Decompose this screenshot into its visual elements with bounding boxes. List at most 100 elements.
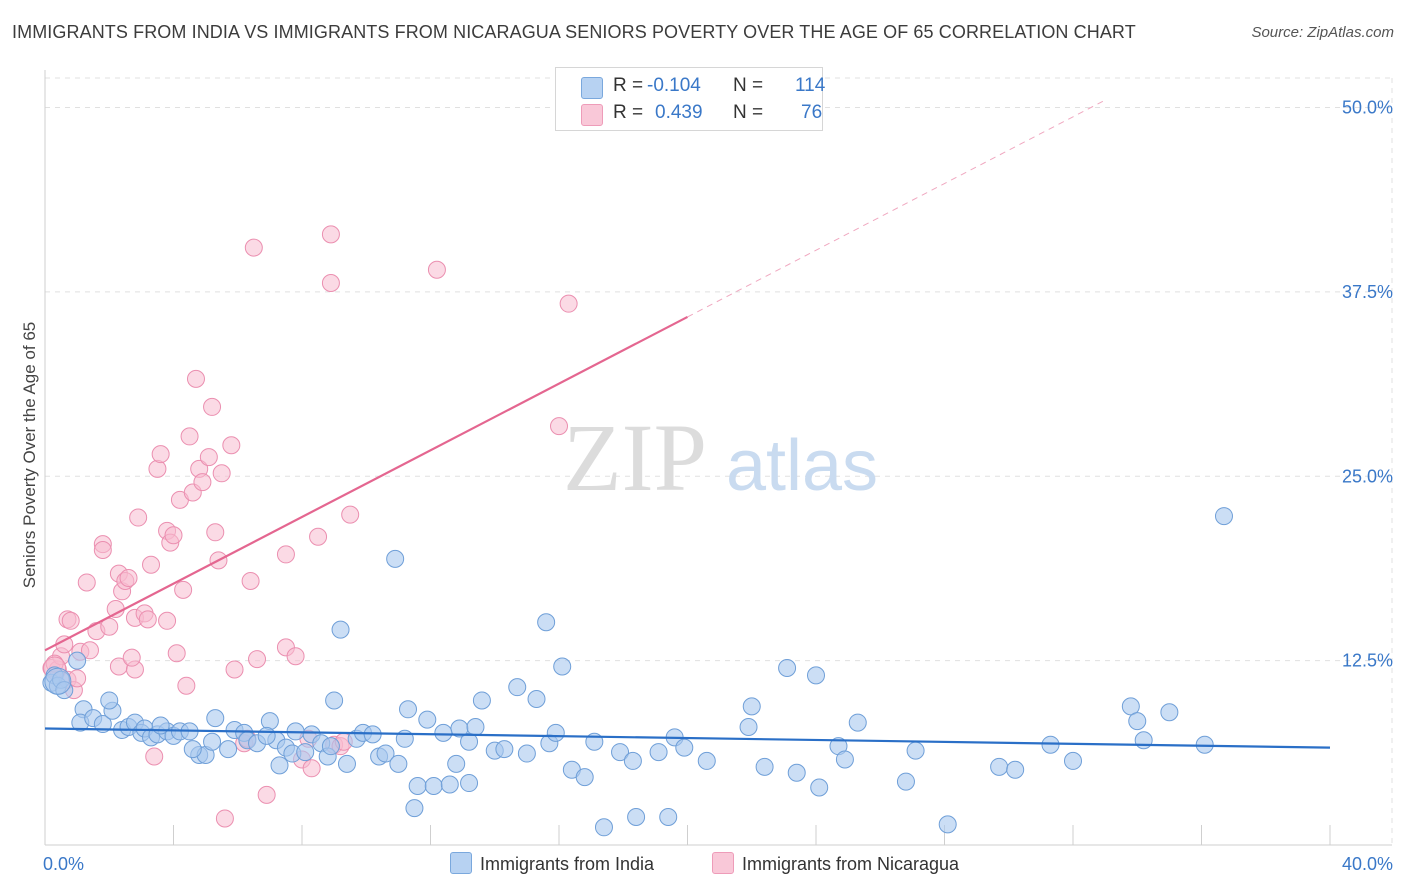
india-point [896,772,915,791]
nicaragua-point [286,647,305,666]
nicaragua-point [122,648,141,667]
y-axis-label: Seniors Poverty Over the Age of 65 [20,321,39,589]
india-point [807,666,825,685]
nicaragua-point [206,523,225,542]
nicaragua-point [321,225,340,244]
india-point [151,716,170,735]
watermark-zip: ZIP [563,404,707,511]
nicaragua-point [193,473,212,492]
trend-lines [44,99,1331,749]
bottom-india-label: Immigrants from India [480,854,655,874]
nicaragua-point [93,541,112,559]
nicaragua-point [142,555,161,574]
india-point [331,620,350,639]
bottom-legend-nicaragua: Immigrants from Nicaragua [712,852,959,875]
nicaragua-point [167,644,186,663]
nicaragua-point [321,274,340,293]
india-point [418,710,437,729]
nicaragua-r-value: 0.439 [655,102,703,123]
india-point [575,768,594,787]
india-point [787,763,806,782]
nicaragua-point [119,569,138,588]
nicaragua-point [559,294,578,313]
nicaragua-point [80,641,99,660]
nicaragua-point [302,759,321,778]
nicaragua-point [180,427,199,446]
tick-labels: 12.5% 25.0% 37.5% 50.0% 0.0% 40.0% [43,98,1393,875]
india-point [546,723,565,742]
india-point [68,651,87,670]
nicaragua-trend-extension [687,99,1106,318]
nicaragua-point [215,809,234,828]
nicaragua-trend-line [44,315,689,652]
india-point [649,743,668,762]
india-point [399,700,418,719]
bottom-legend-india: Immigrants from India [450,852,654,875]
y-tick-label: 25.0% [1342,466,1393,486]
nicaragua-point [151,445,170,464]
nicaragua-point [61,611,80,630]
india-point [337,754,356,773]
india-point [1064,751,1082,770]
bottom-nicaragua-swatch [712,852,734,874]
nicaragua-point [550,417,568,436]
nicaragua-point [341,505,360,524]
nicaragua-point [145,747,164,766]
nicaragua-point [77,573,96,592]
nicaragua-r-label: R = [613,102,644,123]
correlation-legend: R = -0.104 N = 114 R = 0.439 N = 76 [555,67,825,131]
india-point [1041,735,1060,754]
india-point [219,740,238,759]
india-swatch [581,77,603,99]
x-tick-label: 40.0% [1342,854,1393,874]
y-tick-label: 12.5% [1342,651,1393,671]
india-point [296,743,315,762]
india-point [408,777,427,795]
nicaragua-swatch [581,104,603,126]
india-point [1160,703,1179,722]
india-point [611,743,630,762]
india-point [537,613,556,632]
india-point [460,774,479,793]
grid-lines [45,77,1393,845]
india-point [1006,760,1025,779]
nicaragua-point [158,611,177,630]
nicaragua-point [225,660,244,679]
india-point [203,732,222,751]
watermark-atlas: atlas [726,426,878,506]
nicaragua-n-value: 76 [801,102,823,123]
india-point [906,741,925,760]
nicaragua-point [248,650,267,669]
india-point [742,697,761,716]
india-point [778,659,797,677]
nicaragua-point [129,508,148,527]
y-tick-label: 50.0% [1342,98,1393,118]
nicaragua-point [174,580,193,599]
india-trend-line [44,727,1331,749]
india-n-label: N = [733,75,764,96]
india-point [594,818,613,837]
axes [44,70,1392,846]
chart-title: IMMIGRANTS FROM INDIA VS IMMIGRANTS FROM… [12,22,1136,42]
india-point [659,807,678,826]
nicaragua-point [257,785,276,804]
india-point [424,777,443,795]
nicaragua-point [138,610,157,629]
nicaragua-point [244,238,263,257]
nicaragua-point [177,676,196,695]
india-point [697,751,716,770]
india-point [100,691,119,710]
nicaragua-point [276,545,295,564]
india-point [183,740,202,759]
india-point [1128,712,1147,731]
nicaragua-point [212,464,231,483]
nicaragua-point [427,260,446,279]
x-tick-label: 0.0% [43,854,84,874]
india-point [1134,731,1153,750]
india-point [466,718,485,736]
y-tick-label: 37.5% [1342,282,1393,302]
bottom-nicaragua-label: Immigrants from Nicaragua [742,854,960,874]
nicaragua-point [164,526,183,545]
nicaragua-point [222,436,241,455]
india-point [440,775,459,794]
